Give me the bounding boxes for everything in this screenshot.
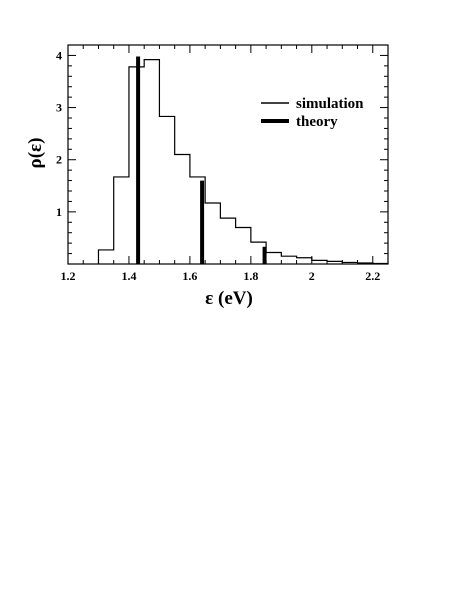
ticks-group: 1.2 1.4 1.6 1.8 2 2.2 1 2 3 4	[56, 44, 389, 283]
y-tick-label: 2	[56, 153, 62, 167]
x-tick-label: 2.2	[365, 269, 380, 283]
x-tick-label: 2	[309, 269, 315, 283]
x-axis-label: ε (eV)	[205, 288, 253, 309]
y-tick-label: 1	[56, 205, 62, 219]
legend-label-theory: theory	[296, 114, 338, 130]
x-tick-label: 1.6	[182, 269, 197, 283]
plot-frame-group	[67, 44, 389, 265]
x-tick-label: 1.4	[121, 269, 136, 283]
x-tick-label: 1.8	[243, 269, 258, 283]
legend: simulation theory	[261, 96, 364, 130]
legend-label-simulation: simulation	[296, 96, 364, 112]
y-axis-label: ρ(ε)	[25, 138, 46, 169]
x-tick-label: 1.2	[61, 269, 76, 283]
y-tick-label: 3	[56, 101, 62, 115]
y-tick-label: 4	[56, 48, 62, 62]
simulation-histogram	[97, 59, 389, 265]
data-group	[97, 56, 389, 265]
plot-frame	[67, 44, 389, 265]
